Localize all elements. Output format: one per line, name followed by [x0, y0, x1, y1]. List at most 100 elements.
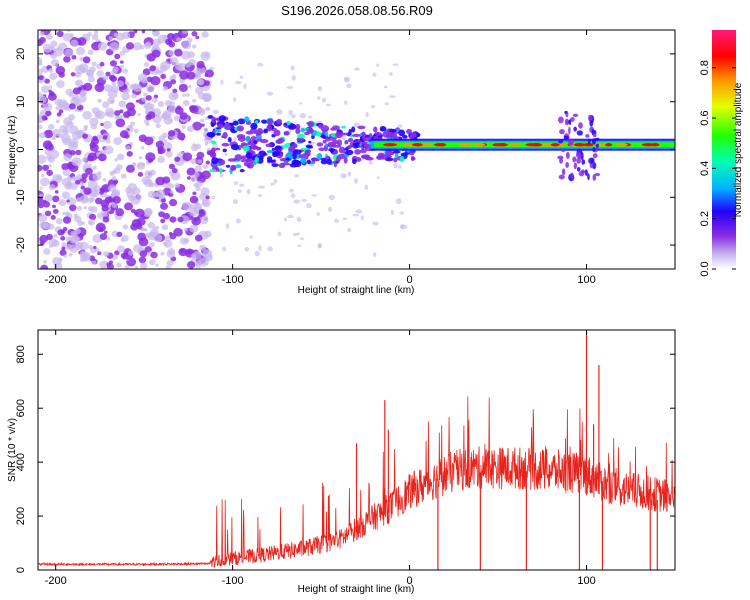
- noise-blob: [60, 236, 66, 241]
- noise-blob: [178, 83, 188, 92]
- noise-blob: [130, 121, 136, 126]
- noise-blob: [70, 72, 76, 77]
- noise-blob: [153, 233, 163, 243]
- band-blob: [213, 129, 222, 133]
- faint-blob: [291, 193, 296, 199]
- band-blob: [250, 136, 257, 141]
- noise-blob: [203, 80, 210, 86]
- band-blob: [343, 157, 348, 164]
- late-blob: [568, 119, 572, 126]
- noise-blob: [168, 50, 175, 57]
- noise-blob: [201, 170, 211, 180]
- noise-blob: [94, 247, 100, 252]
- noise-blob: [137, 171, 144, 177]
- band-blob: [291, 143, 298, 149]
- noise-blob: [171, 92, 179, 99]
- noise-blob: [169, 57, 179, 66]
- noise-blob: [61, 242, 67, 247]
- late-blob: [585, 134, 590, 138]
- noise-blob: [185, 93, 190, 98]
- noise-blob: [118, 100, 127, 108]
- band-blob: [236, 134, 246, 139]
- faint-blob: [233, 137, 237, 143]
- late-blob: [594, 137, 600, 141]
- noise-blob: [168, 163, 176, 170]
- noise-blob: [100, 187, 106, 193]
- noise-blob: [192, 98, 197, 103]
- carrier-peak: [650, 143, 658, 147]
- noise-blob: [141, 30, 146, 34]
- noise-blob: [205, 160, 211, 165]
- late-blob: [595, 143, 599, 148]
- band-blob: [291, 152, 297, 160]
- late-blob: [594, 172, 601, 177]
- late-blob: [592, 153, 598, 159]
- band-blob: [320, 159, 328, 165]
- noise-blob: [64, 183, 72, 190]
- noise-blob: [44, 149, 51, 155]
- noise-blob: [158, 193, 166, 200]
- noise-blob: [82, 133, 88, 139]
- faint-blob: [286, 214, 294, 219]
- noise-blob: [45, 110, 52, 117]
- band-blob: [239, 169, 245, 173]
- noise-blob: [135, 194, 142, 201]
- noise-blob: [151, 30, 160, 37]
- carrier-peak: [412, 143, 423, 147]
- late-blob: [592, 133, 597, 138]
- noise-blob: [38, 213, 48, 223]
- band-blob: [318, 123, 323, 129]
- noise-blob: [186, 176, 191, 180]
- noise-blob: [191, 31, 198, 37]
- noise-blob: [138, 156, 143, 160]
- faint-blob: [393, 162, 398, 169]
- noise-blob: [43, 248, 51, 255]
- noise-blob: [187, 249, 193, 255]
- late-blob: [581, 159, 586, 165]
- faint-blob: [233, 199, 239, 205]
- noise-blob: [155, 263, 159, 267]
- noise-blob: [75, 46, 85, 56]
- noise-blob: [40, 264, 49, 269]
- late-blob: [564, 110, 568, 114]
- noise-blob: [79, 195, 89, 204]
- band-blob: [209, 168, 217, 173]
- noise-blob: [38, 74, 44, 81]
- noise-blob: [89, 213, 97, 221]
- noise-blob: [61, 191, 70, 199]
- noise-blob: [112, 254, 118, 260]
- noise-blob: [151, 97, 158, 103]
- faint-blob: [334, 218, 340, 223]
- noise-blob: [119, 50, 126, 56]
- noise-blob: [39, 177, 50, 187]
- noise-blob: [76, 37, 87, 46]
- late-blob: [564, 118, 570, 126]
- band-blob: [351, 126, 356, 133]
- noise-blob: [189, 195, 199, 204]
- noise-blob: [168, 183, 175, 189]
- noise-blob: [38, 197, 44, 206]
- faint-blob: [257, 62, 264, 67]
- noise-blob: [116, 80, 125, 87]
- late-blob: [570, 117, 575, 122]
- noise-blob: [86, 70, 95, 78]
- noise-blob: [51, 239, 60, 247]
- band-blob: [326, 158, 332, 165]
- colorbar-tick-label: 0.2: [699, 211, 711, 226]
- carrier-peak: [458, 143, 472, 147]
- noise-blob: [39, 234, 48, 243]
- faint-blob: [238, 183, 245, 187]
- noise-blob: [145, 110, 149, 115]
- faint-blob: [273, 179, 278, 184]
- noise-blob: [52, 208, 59, 214]
- band-blob: [357, 125, 366, 130]
- noise-blob: [134, 208, 145, 218]
- noise-blob: [143, 92, 148, 97]
- noise-blob: [87, 206, 94, 212]
- band-blob: [348, 128, 352, 136]
- noise-blob: [82, 92, 87, 96]
- noise-blob: [55, 66, 66, 75]
- noise-blob: [179, 248, 185, 254]
- noise-blob: [68, 114, 76, 121]
- noise-blob: [199, 107, 206, 114]
